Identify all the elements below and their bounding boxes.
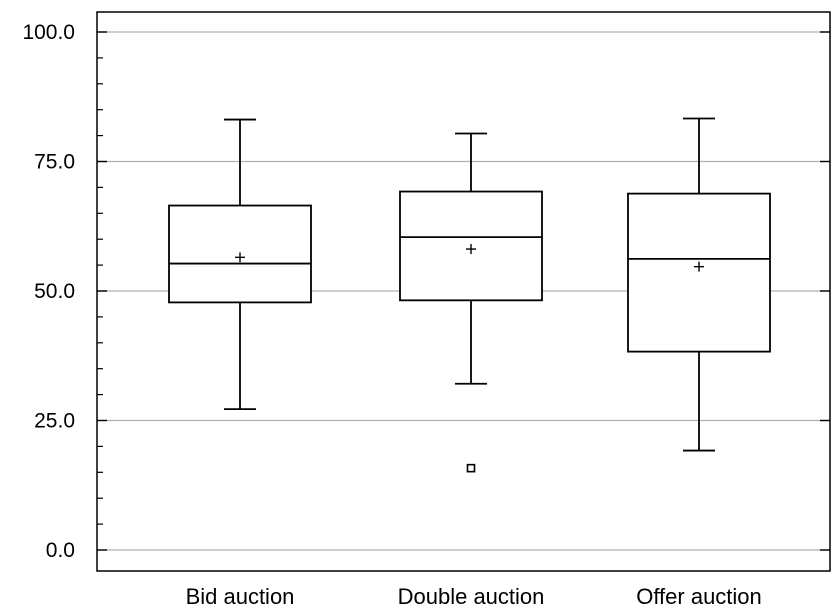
y-tick-label: 50.0 [34, 280, 75, 303]
y-axis: 0.0 25.0 50.0 75.0 100.0 [22, 21, 830, 562]
box-bid-auction [168, 118, 312, 411]
x-category-label: Double auction [398, 584, 545, 609]
y-tick-label: 0.0 [46, 539, 75, 562]
x-category-label: Bid auction [186, 584, 295, 609]
box-offer-auction [627, 117, 771, 452]
mean-marker [466, 244, 476, 255]
boxes [168, 117, 771, 473]
iqr-box [627, 192, 771, 353]
x-axis-category-labels: Bid auction Double auction Offer auction [186, 584, 762, 609]
y-tick-label: 75.0 [34, 151, 75, 174]
outlier-point [466, 463, 476, 473]
y-tick-label: 100.0 [22, 21, 75, 44]
mean-marker [694, 261, 704, 272]
mean-marker [235, 252, 245, 263]
y-tick-label: 25.0 [34, 410, 75, 433]
x-category-label: Offer auction [636, 584, 762, 609]
box-double-auction [399, 132, 543, 473]
